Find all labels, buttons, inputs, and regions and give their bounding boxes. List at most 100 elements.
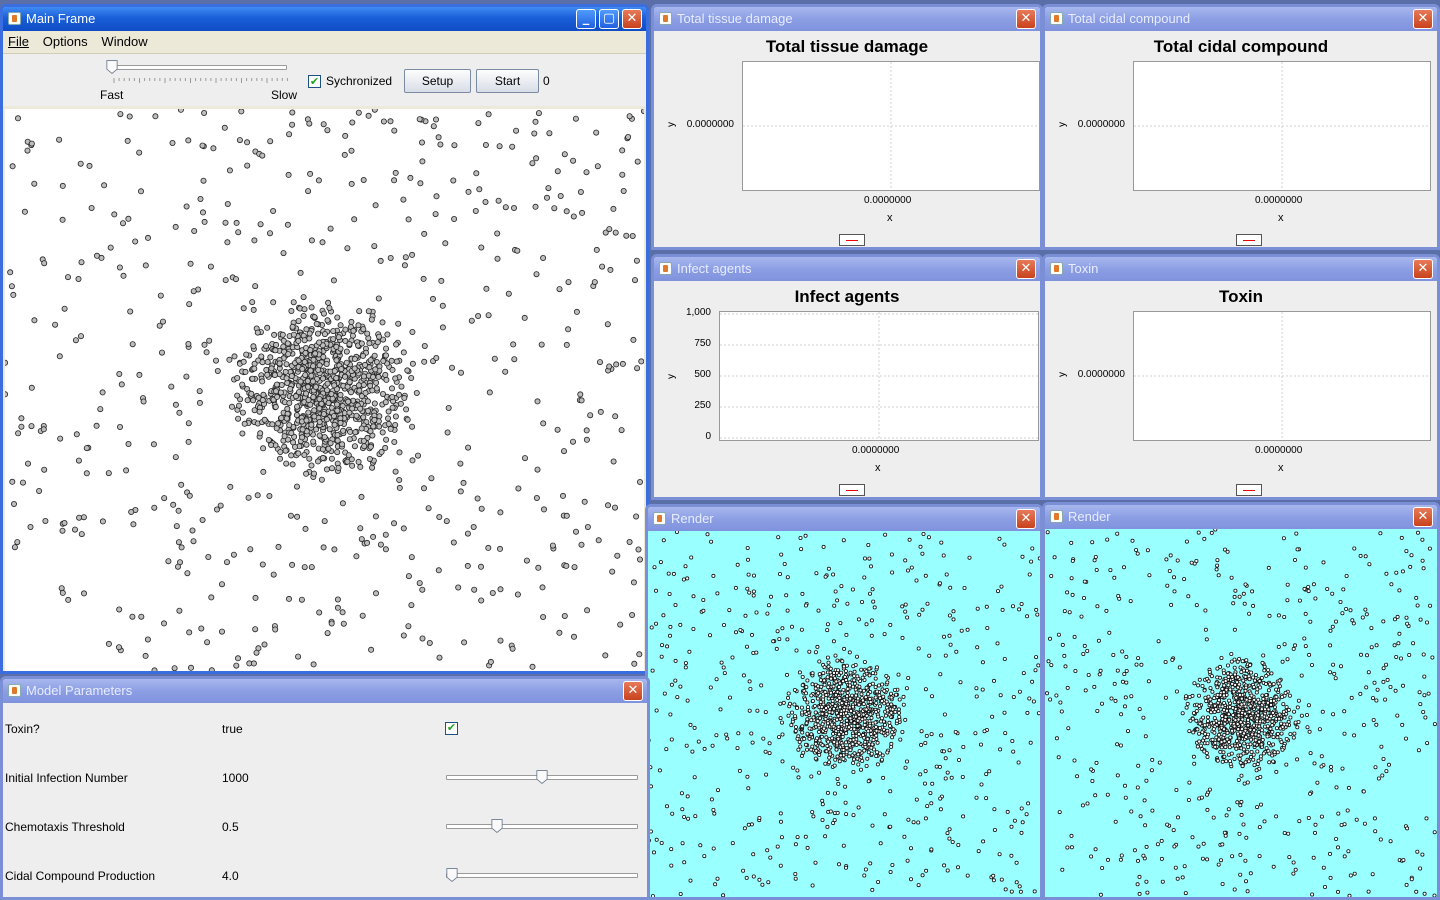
menu-file[interactable]: File [8, 34, 29, 49]
agent-dot [593, 129, 600, 136]
agent-dot [654, 621, 659, 626]
chart-titlebar[interactable]: Infect agents ✕ [654, 257, 1040, 281]
agent-dot [661, 538, 666, 543]
chart-titlebar[interactable]: Total cidal compound ✕ [1045, 7, 1437, 31]
parameter-slider-thumb[interactable] [491, 818, 503, 834]
agent-dot [348, 147, 355, 154]
maximize-button[interactable]: ▢ [599, 9, 619, 29]
agent-dot [521, 314, 528, 321]
agent-dot [1100, 701, 1105, 706]
close-button[interactable]: ✕ [1016, 509, 1036, 529]
agent-dot [1381, 666, 1386, 671]
agent-dot [632, 277, 639, 284]
agent-dot [841, 664, 846, 669]
agent-dot [578, 397, 585, 404]
agent-dot [325, 445, 332, 452]
agent-dot [669, 682, 674, 687]
toxin-checkbox[interactable]: ✔ [445, 722, 458, 735]
agent-dot [693, 814, 698, 819]
agent-dot [828, 666, 833, 671]
agent-dot [836, 724, 841, 729]
agent-dot [918, 544, 923, 549]
parameter-slider-thumb[interactable] [536, 769, 548, 785]
agent-dot [998, 693, 1003, 698]
agent-dot [855, 696, 860, 701]
agent-dot [355, 322, 362, 329]
close-button[interactable]: ✕ [622, 9, 642, 29]
agent-dot [1317, 727, 1322, 732]
speed-slider-track[interactable] [110, 65, 287, 70]
close-button[interactable]: ✕ [1413, 9, 1433, 29]
agent-dot [821, 671, 826, 676]
agent-dot [1239, 696, 1244, 701]
model-parameters-titlebar[interactable]: Model Parameters ✕ [3, 679, 647, 703]
close-button[interactable]: ✕ [1016, 259, 1036, 279]
agent-dot [878, 841, 883, 846]
agent-dot [937, 581, 942, 586]
speed-slider-thumb[interactable] [106, 59, 118, 75]
parameter-slider-track[interactable] [446, 824, 638, 829]
agent-dot [1392, 617, 1397, 622]
agent-dot [277, 389, 284, 396]
chart-titlebar[interactable]: Toxin ✕ [1045, 257, 1437, 281]
render-canvas[interactable] [1045, 529, 1437, 897]
agent-dot [1118, 743, 1123, 748]
render-titlebar[interactable]: Render ✕ [648, 507, 1040, 531]
start-button[interactable]: Start [476, 69, 539, 93]
menu-options[interactable]: Options [42, 34, 88, 49]
agent-dot [1011, 749, 1016, 754]
agent-dot [380, 118, 387, 125]
agent-dot [903, 602, 908, 607]
menu-window[interactable]: Window [101, 34, 148, 49]
parameter-slider-thumb[interactable] [446, 867, 458, 883]
close-button[interactable]: ✕ [1413, 507, 1433, 527]
setup-button[interactable]: Setup [404, 69, 471, 93]
close-button[interactable]: ✕ [1016, 9, 1036, 29]
agent-dot [810, 682, 815, 687]
agent-dot [1409, 553, 1414, 558]
agent-dot [965, 627, 970, 632]
render-titlebar[interactable]: Render ✕ [1045, 505, 1437, 529]
chart-titlebar[interactable]: Total tissue damage ✕ [654, 7, 1040, 31]
agent-dot [746, 557, 751, 562]
agent-dot [901, 702, 906, 707]
agent-dot [1239, 812, 1244, 817]
render-canvas[interactable] [648, 531, 1040, 897]
agent-dot [1247, 677, 1252, 682]
agent-dot [979, 782, 984, 787]
minimize-button[interactable]: _ [576, 9, 596, 29]
agent-dot [1032, 889, 1037, 894]
simulation-canvas[interactable] [5, 109, 644, 671]
agent-dot [372, 202, 379, 209]
agent-dot [619, 360, 626, 367]
agent-dot [370, 533, 377, 540]
close-button[interactable]: ✕ [623, 681, 643, 701]
agent-dot [1282, 830, 1287, 835]
agent-dot [1261, 653, 1266, 658]
plot-area[interactable] [719, 311, 1039, 441]
plot-area[interactable] [1133, 311, 1431, 441]
agent-dot [681, 577, 686, 582]
agent-dot [1269, 714, 1274, 719]
agent-dot [844, 745, 849, 750]
close-button[interactable]: ✕ [1413, 259, 1433, 279]
agent-dot [825, 824, 830, 829]
agent-dot [948, 585, 953, 590]
synchronized-checkbox[interactable]: ✔ [308, 75, 321, 88]
agent-dot [870, 587, 875, 592]
agent-dot [11, 544, 18, 551]
agent-dot [930, 781, 935, 786]
agent-dot [650, 668, 655, 673]
main-frame-titlebar[interactable]: Main Frame _ ▢ ✕ [3, 7, 646, 31]
agent-dot [235, 402, 242, 409]
agent-dot [360, 326, 367, 333]
plot-area[interactable] [742, 61, 1040, 191]
agent-dot [844, 632, 849, 637]
agent-dot [688, 878, 693, 883]
agent-dot [1243, 582, 1248, 587]
plot-area[interactable] [1133, 61, 1431, 191]
agent-dot [372, 366, 379, 373]
parameter-slider-track[interactable] [446, 873, 638, 878]
agent-dot [1335, 889, 1340, 894]
agent-dot [1202, 723, 1207, 728]
